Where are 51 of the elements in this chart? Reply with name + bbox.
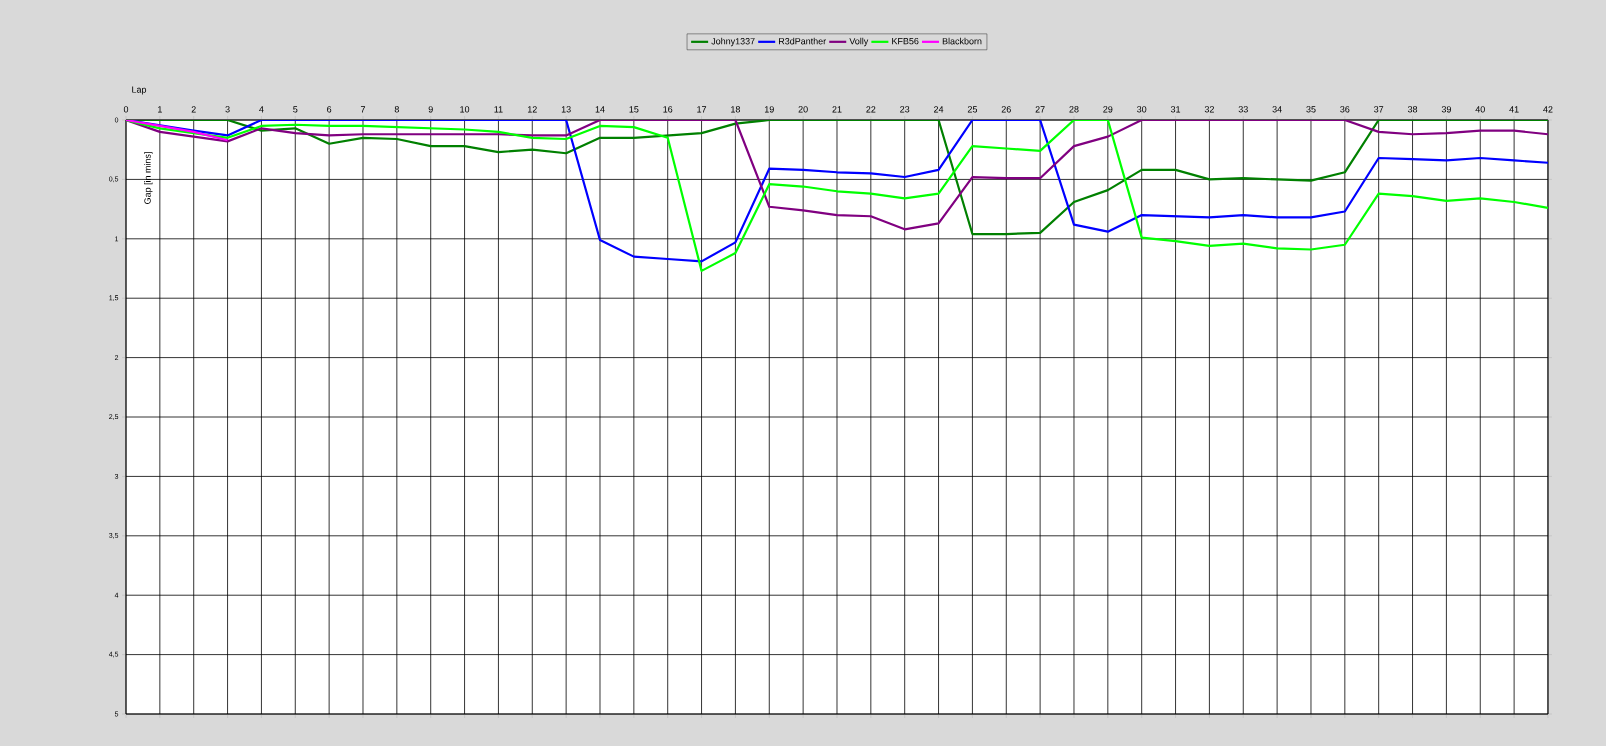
x-tick-label: 14 (595, 106, 605, 113)
x-tick-label: 22 (866, 106, 876, 113)
x-tick-label: 20 (798, 106, 808, 113)
x-tick-label: 31 (1170, 106, 1181, 113)
x-tick-label: 40 (1475, 106, 1485, 113)
legend-label: Blackborn (942, 37, 982, 45)
x-tick-label: 25 (967, 106, 978, 113)
legend-label: R3dPanther (779, 37, 826, 45)
x-tick-label: 26 (1001, 106, 1011, 113)
x-tick-label: 21 (832, 106, 842, 113)
x-tick-label: 1 (158, 106, 162, 113)
x-tick-label: 9 (428, 106, 433, 113)
x-tick-label: 8 (394, 106, 399, 113)
x-tick-label: 19 (764, 106, 774, 113)
x-tick-label: 7 (360, 106, 366, 113)
x-tick-label: 6 (327, 106, 332, 113)
x-tick-label: 29 (1103, 106, 1113, 113)
x-tick-label: 0 (123, 106, 129, 113)
x-tick-label: 4 (259, 106, 264, 113)
x-axis-title: Lap (132, 86, 147, 95)
legend-label: Volly (849, 37, 869, 47)
x-tick-label: 34 (1272, 106, 1282, 113)
x-tick-label: 27 (1035, 106, 1045, 113)
x-tick-label: 32 (1204, 106, 1214, 113)
x-tick-label: 37 (1374, 106, 1384, 113)
x-tick-label: 38 (1407, 106, 1418, 113)
x-tick-label: 10 (460, 106, 470, 113)
legend-label: Johny1337 (711, 37, 755, 47)
legend-label: KFB56 (892, 37, 919, 45)
x-tick-label: 23 (900, 106, 910, 113)
x-tick-label: 28 (1069, 106, 1079, 113)
x-tick-label: 36 (1340, 106, 1350, 113)
x-tick-label: 35 (1306, 106, 1316, 113)
x-tick-label: 15 (629, 106, 639, 113)
y-axis-title: Gap [in mins] (144, 152, 153, 204)
x-tick-label: 30 (1137, 106, 1147, 113)
x-tick-label: 17 (697, 106, 707, 113)
x-tick-label: 12 (527, 106, 537, 113)
x-tick-label: 39 (1441, 106, 1451, 113)
x-tick-label: 24 (934, 106, 944, 113)
x-tick-label: 5 (293, 106, 298, 113)
x-tick-label: 42 (1543, 106, 1553, 113)
x-tick-label: 18 (731, 106, 741, 113)
x-tick-label: 2 (191, 106, 196, 113)
line-series (126, 120, 229, 142)
x-tick-label: 11 (494, 106, 503, 113)
x-tick-label: 13 (561, 106, 571, 113)
x-tick-label: 41 (1509, 106, 1519, 113)
x-tick-label: 16 (663, 106, 673, 113)
x-tick-label: 33 (1238, 106, 1248, 113)
x-tick-label: 3 (225, 106, 230, 113)
